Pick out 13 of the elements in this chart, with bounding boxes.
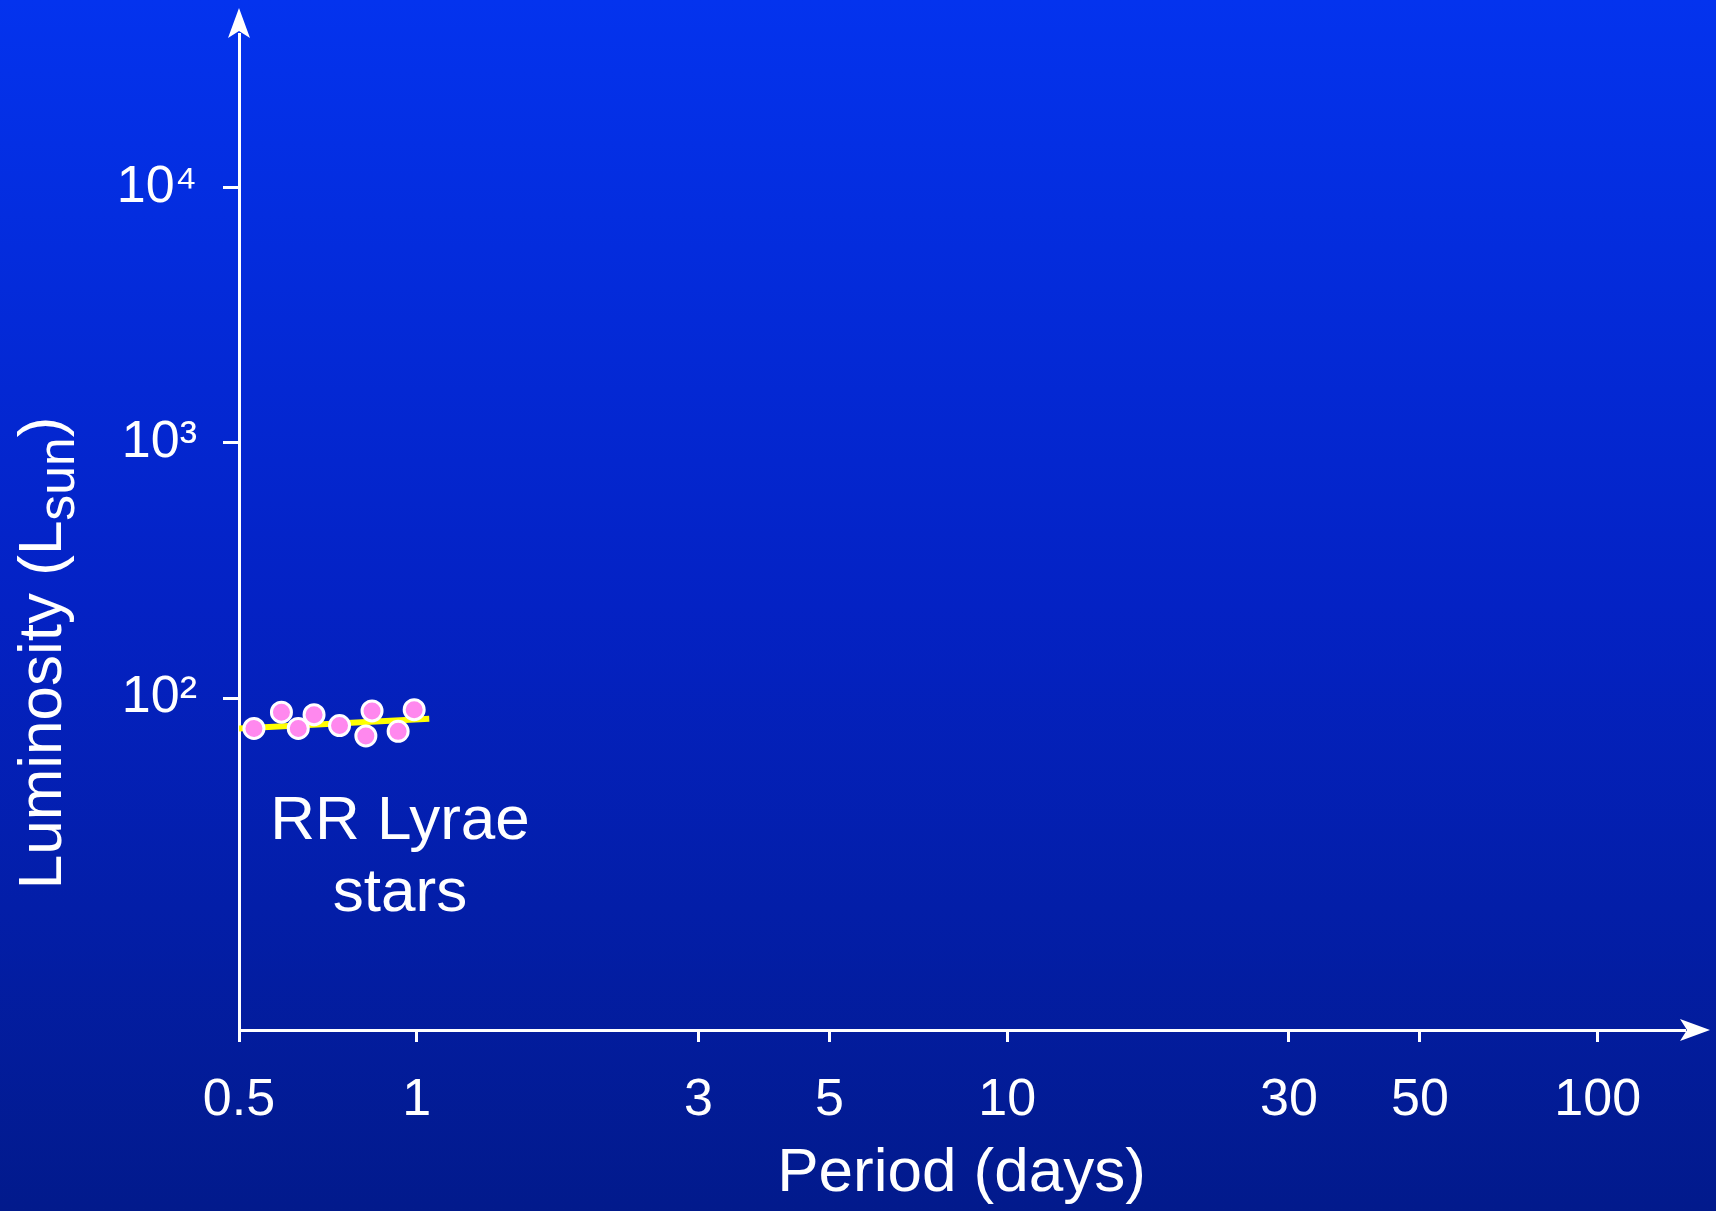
x-tick-label: 5 [815, 1067, 844, 1126]
x-tick-label: 30 [1260, 1067, 1318, 1126]
y-tick-label: 10³ [121, 410, 197, 469]
y-tick-label: 10⁴ [116, 154, 197, 213]
x-tick-label: 0.5 [202, 1067, 276, 1126]
x-tick-label: 50 [1391, 1067, 1449, 1126]
x-tick-label: 10 [978, 1067, 1037, 1126]
x-tick-label: 100 [1554, 1067, 1642, 1126]
x-tick-label: 1 [402, 1067, 432, 1126]
x-tick-label: 3 [684, 1067, 713, 1126]
y-tick-label: 10² [121, 665, 197, 724]
annotation: RR Lyrae stars [270, 783, 530, 925]
x-axis-title: Period (days) [777, 1134, 1146, 1204]
